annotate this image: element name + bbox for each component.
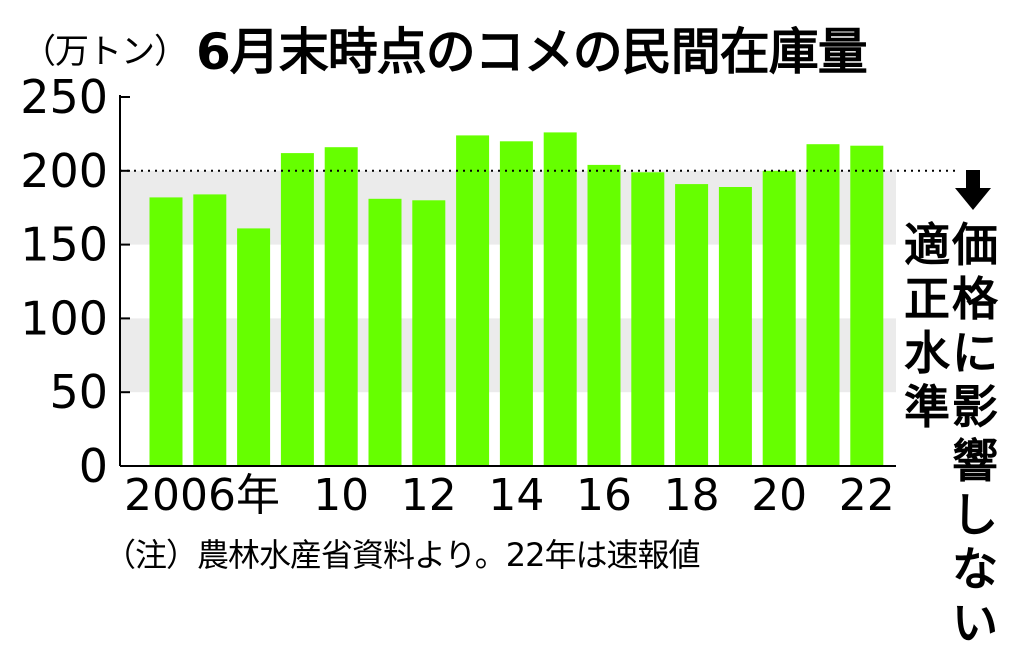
y-tick-label-50: 50 (49, 365, 108, 419)
source-note: （注）農林水産省資料より。22年は速報値 (104, 536, 700, 574)
bar-2017 (631, 172, 665, 467)
unit-label: （万トン） (22, 32, 188, 72)
bar-2016 (587, 164, 621, 466)
x-tick-label-2020: 20 (751, 470, 807, 521)
bar-2018 (675, 184, 709, 466)
bar-2010 (324, 147, 358, 466)
x-tick-label-2010: 10 (313, 470, 369, 521)
level-annotation: 適正水準 (904, 218, 950, 434)
y-tick-label-200: 200 (20, 144, 108, 198)
x-tick-label-2014: 14 (488, 470, 544, 521)
x-tick-label-2006: 2006年 (124, 470, 280, 521)
bar-layer (149, 132, 884, 467)
bar-chart: 0 50 100 150 200 250 2006年 10 12 14 16 18 20 22 (20, 70, 991, 521)
y-axis: 0 50 100 150 200 250 (20, 70, 130, 493)
x-tick-label-2016: 16 (576, 470, 632, 521)
bar-2021 (806, 144, 840, 466)
x-tick-label-2012: 12 (401, 470, 457, 521)
y-tick-label-100: 100 (20, 291, 108, 345)
y-tick-label-0: 0 (79, 439, 108, 493)
down-arrow-icon (955, 170, 991, 210)
x-axis: 2006年 10 12 14 16 18 20 22 (120, 465, 896, 521)
bar-2022 (850, 145, 884, 466)
bar-2020 (762, 170, 796, 467)
bar-2019 (718, 187, 752, 466)
bar-2013 (456, 135, 490, 466)
bar-2014 (499, 141, 533, 467)
bar-2009 (280, 153, 314, 466)
x-tick-label-2018: 18 (664, 470, 720, 521)
x-tick-label-2022: 22 (839, 470, 895, 521)
bar-2012 (412, 200, 446, 467)
y-tick-label-150: 150 (20, 218, 108, 272)
bar-2007 (193, 194, 227, 466)
chart-title: 6月末時点のコメの民間在庫量 (196, 23, 868, 81)
bar-2008 (237, 228, 271, 466)
bar-2011 (368, 198, 402, 467)
y-tick-label-250: 250 (20, 70, 108, 124)
bar-2006 (149, 197, 183, 466)
effect-annotation: 価格に影響しない (952, 218, 998, 650)
bar-2015 (543, 132, 577, 466)
